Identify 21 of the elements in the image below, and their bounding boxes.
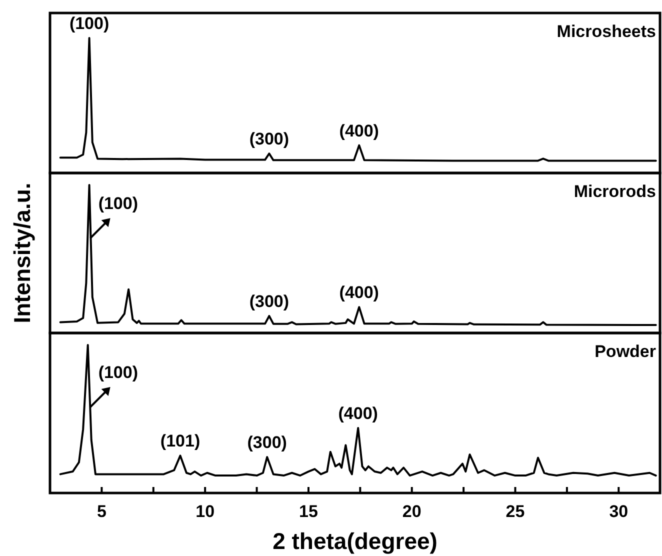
chart-title: Microrods: [574, 182, 656, 201]
x-tick-label: 10: [196, 502, 215, 522]
annotation: (300): [249, 130, 290, 149]
annotation: (300): [247, 433, 287, 452]
annotation: (101): [160, 432, 200, 451]
chart-title: Microsheets: [556, 22, 656, 41]
chart-title: Powder: [594, 342, 656, 361]
annotation: (100): [98, 194, 138, 214]
x-tick-label: 20: [402, 502, 422, 522]
x-tick-label: 30: [609, 502, 628, 522]
annotation: (100): [98, 363, 138, 382]
annotation: (400): [339, 121, 379, 140]
annotation: (400): [339, 283, 379, 302]
x-tick-label: 15: [299, 502, 318, 522]
x-tick-label: 25: [506, 502, 525, 522]
y-axis-title: Intensity/a.u.: [9, 182, 35, 324]
annotation: (400): [338, 404, 378, 424]
x-axis-title: 2 theta(degree): [272, 528, 438, 554]
annotation: (300): [249, 292, 290, 311]
x-tick-label: 5: [96, 502, 106, 522]
annotation: (100): [69, 14, 110, 33]
